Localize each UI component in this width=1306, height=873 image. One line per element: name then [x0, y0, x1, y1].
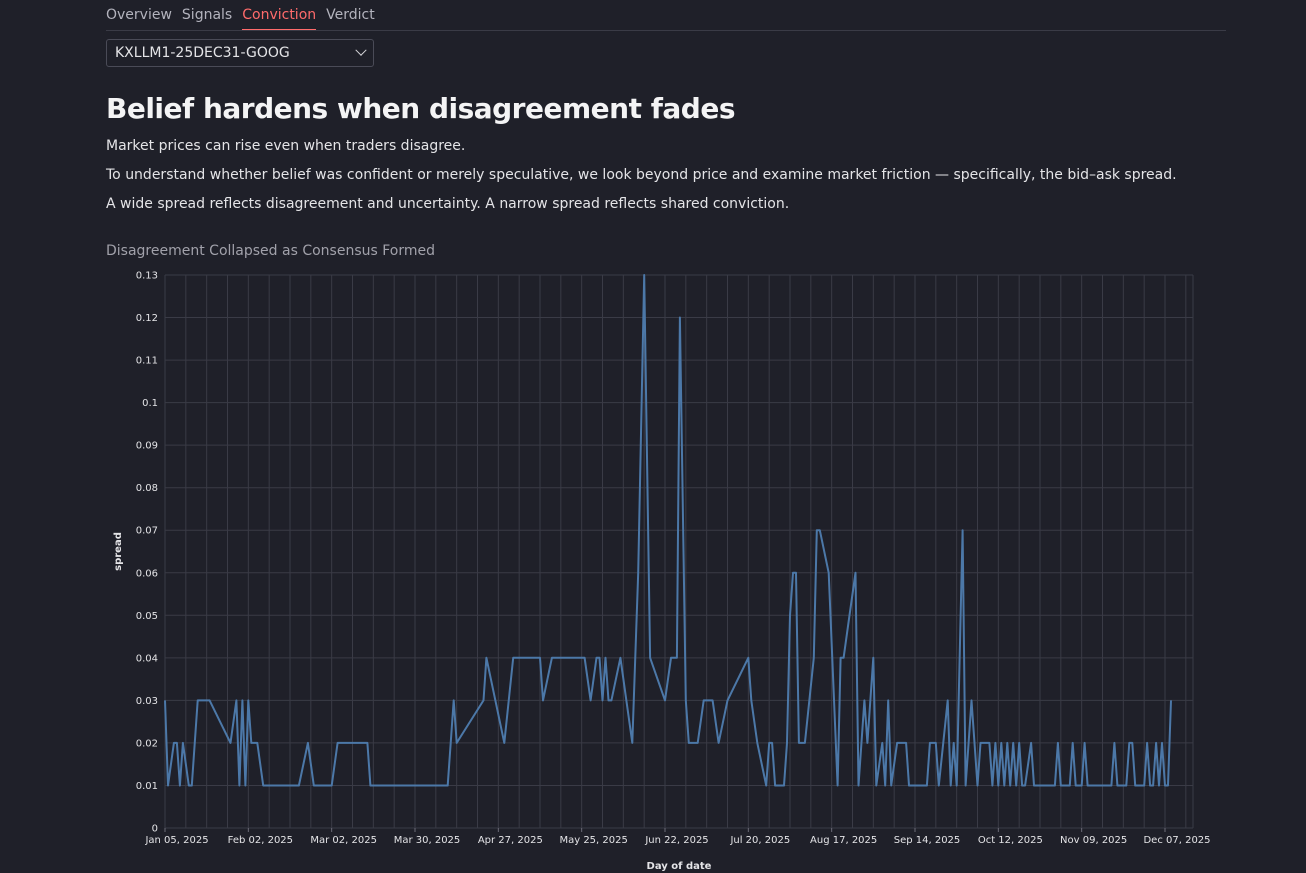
x-tick-label: Oct 12, 2025 [978, 835, 1043, 846]
y-tick-label: 0.02 [136, 738, 158, 749]
intro-paragraph-1: Market prices can rise even when traders… [106, 138, 466, 154]
x-tick-label: Sep 14, 2025 [894, 835, 961, 846]
x-tick-label: Aug 17, 2025 [810, 835, 877, 846]
tab-bar: Overview Signals Conviction Verdict [106, 0, 1226, 31]
tab-conviction[interactable]: Conviction [242, 0, 317, 30]
y-tick-label: 0.11 [136, 356, 158, 367]
y-tick-label: 0.04 [136, 653, 158, 664]
y-tick-label: 0.1 [142, 398, 158, 409]
x-tick-label: Feb 02, 2025 [228, 835, 293, 846]
x-tick-label: Jun 22, 2025 [644, 835, 708, 846]
x-tick-label: Dec 07, 2025 [1143, 835, 1210, 846]
y-tick-label: 0.08 [136, 483, 158, 494]
x-tick-label: Jan 05, 2025 [144, 835, 208, 846]
x-axis-ticks: Jan 05, 2025 Feb 02, 2025 Mar 02, 2025 Mar … [144, 828, 1211, 846]
y-tick-label: 0 [152, 824, 158, 835]
y-tick-label: 0.05 [136, 611, 158, 622]
y-tick-label: 0.09 [136, 441, 158, 452]
y-axis-label: spread [113, 532, 124, 571]
y-tick-label: 0.12 [136, 313, 158, 324]
y-tick-label: 0.06 [136, 568, 158, 579]
intro-paragraph-3: A wide spread reflects disagreement and … [106, 196, 790, 212]
x-tick-label: Jul 20, 2025 [729, 835, 790, 846]
market-select-value: KXLLM1-25DEC31-GOOG [115, 45, 290, 61]
y-tick-label: 0.03 [136, 696, 158, 707]
x-tick-label: Mar 02, 2025 [310, 835, 377, 846]
y-tick-label: 0.07 [136, 526, 158, 537]
x-tick-label: Apr 27, 2025 [478, 835, 543, 846]
tab-signals[interactable]: Signals [181, 7, 233, 23]
y-tick-label: 0.13 [136, 271, 158, 282]
market-select[interactable]: KXLLM1-25DEC31-GOOG [106, 39, 374, 67]
y-tick-label: 0.01 [136, 781, 158, 792]
tab-overview[interactable]: Overview [106, 7, 172, 23]
x-tick-label: Nov 09, 2025 [1060, 835, 1127, 846]
x-axis-label: Day of date [647, 861, 712, 872]
x-tick-label: Mar 30, 2025 [394, 835, 461, 846]
page-content: Overview Signals Conviction Verdict KXLL… [106, 0, 1226, 259]
intro-paragraph-2: To understand whether belief was confide… [106, 167, 1177, 183]
tab-verdict[interactable]: Verdict [326, 7, 375, 23]
page-title: Belief hardens when disagreement fades [106, 92, 735, 125]
y-axis-ticks: 0 0.01 0.02 0.03 0.04 0.05 0.06 0.07 0.08 0.09 0.1… [136, 271, 158, 835]
chart-title: Disagreement Collapsed as Consensus Form… [106, 243, 435, 259]
x-tick-label: May 25, 2025 [559, 835, 627, 846]
spread-series-line [164, 274, 1172, 787]
